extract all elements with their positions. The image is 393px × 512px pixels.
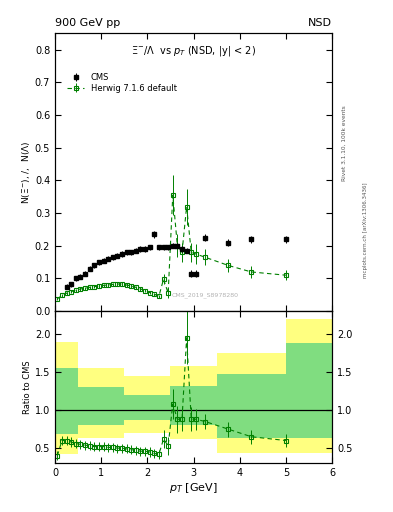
Text: $\Xi^{-}/\Lambda$  vs $p_{T}$ (NSD, |y| < 2): $\Xi^{-}/\Lambda$ vs $p_{T}$ (NSD, |y| <… xyxy=(131,45,256,58)
Text: CMS_2019_S8978280: CMS_2019_S8978280 xyxy=(171,292,239,297)
Text: Rivet 3.1.10, 100k events: Rivet 3.1.10, 100k events xyxy=(342,105,346,181)
Text: mcplots.cern.ch [arXiv:1306.3436]: mcplots.cern.ch [arXiv:1306.3436] xyxy=(363,183,368,278)
Text: NSD: NSD xyxy=(308,18,332,28)
Legend: CMS, Herwig 7.1.6 default: CMS, Herwig 7.1.6 default xyxy=(65,71,179,95)
Y-axis label: Ratio to CMS: Ratio to CMS xyxy=(23,360,32,414)
Y-axis label: N($\Xi^{-}$), /,  N($\Lambda$): N($\Xi^{-}$), /, N($\Lambda$) xyxy=(20,140,32,204)
X-axis label: $p_{T}$ [GeV]: $p_{T}$ [GeV] xyxy=(169,481,218,495)
Text: 900 GeV pp: 900 GeV pp xyxy=(55,18,120,28)
